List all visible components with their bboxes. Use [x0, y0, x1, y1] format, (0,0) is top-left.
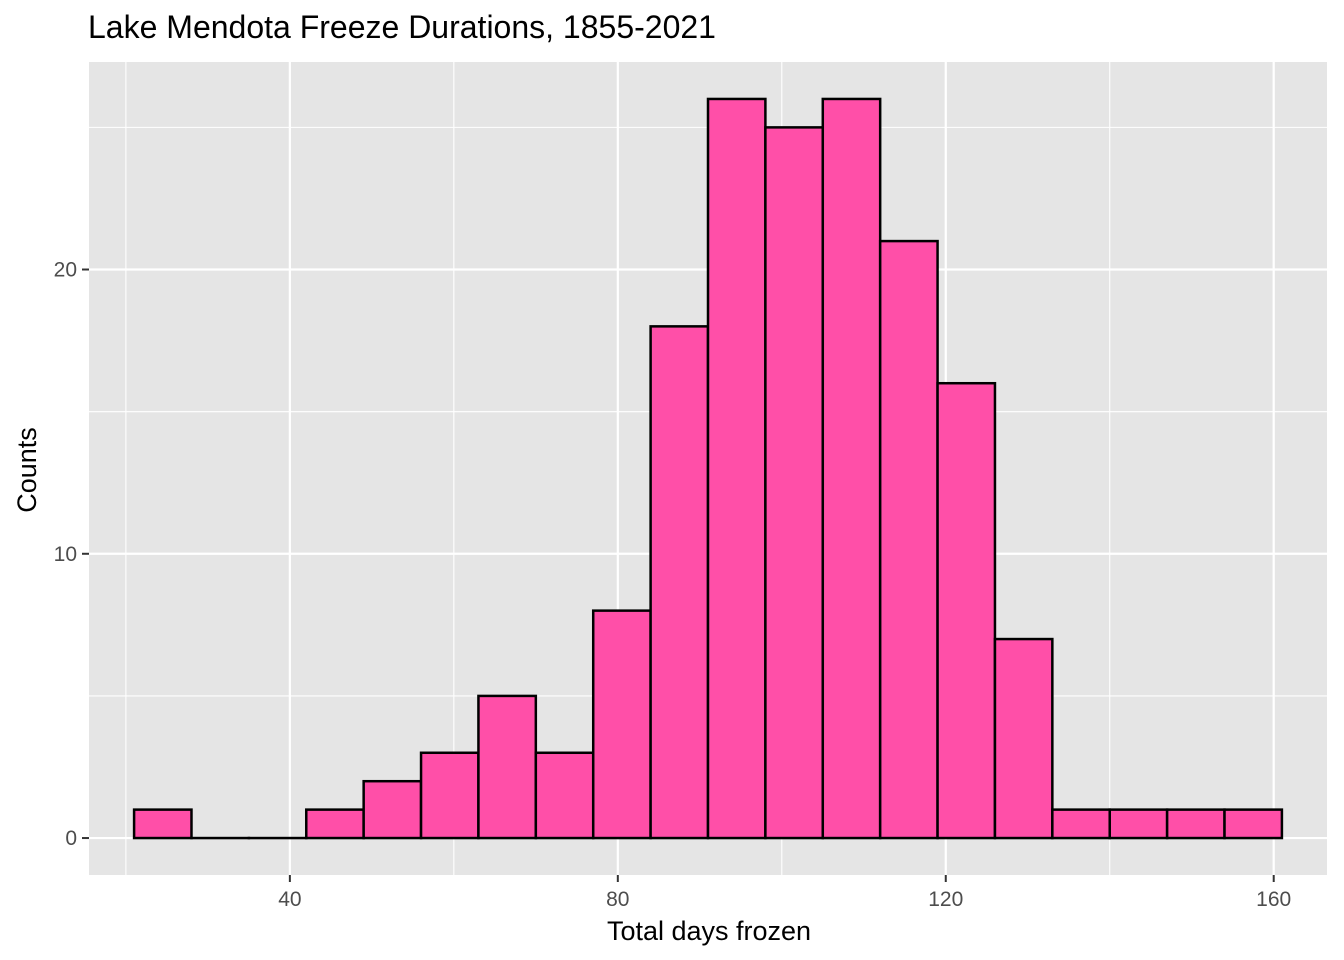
histogram-bar [1051, 808, 1111, 840]
histogram-bar [993, 637, 1054, 840]
histogram-bar [936, 381, 997, 840]
y-axis-title: Counts [12, 427, 42, 513]
histogram-bars [132, 97, 1284, 840]
histogram-bar [534, 751, 595, 840]
y-tick-label: 10 [54, 543, 77, 566]
x-axis: 40 80 120 160 [278, 875, 1291, 911]
histogram-bar [878, 239, 939, 840]
x-tick-label: 120 [928, 888, 963, 911]
histogram-bar [1223, 808, 1284, 840]
y-tick-label: 20 [54, 259, 77, 282]
histogram-bar [591, 609, 652, 840]
x-tick-label: 80 [606, 888, 629, 911]
histogram-bar [1108, 808, 1169, 840]
histogram-bar [477, 694, 538, 840]
x-tick-label: 160 [1256, 888, 1291, 911]
histogram-bar [305, 808, 365, 840]
histogram-bar [362, 779, 423, 840]
histogram-bar [649, 325, 710, 840]
histogram-bar [821, 97, 882, 840]
histogram-bar [419, 751, 480, 840]
histogram-bar [764, 126, 825, 840]
x-axis-title: Total days frozen [607, 916, 811, 946]
y-tick-label: 0 [65, 827, 77, 850]
histogram-bar [132, 808, 193, 840]
x-tick-label: 40 [278, 888, 301, 911]
chart-title: Lake Mendota Freeze Durations, 1855-2021 [88, 9, 716, 45]
histogram-bar [706, 97, 767, 840]
histogram-bar [1165, 808, 1226, 840]
y-axis: 0 10 20 [54, 259, 89, 850]
